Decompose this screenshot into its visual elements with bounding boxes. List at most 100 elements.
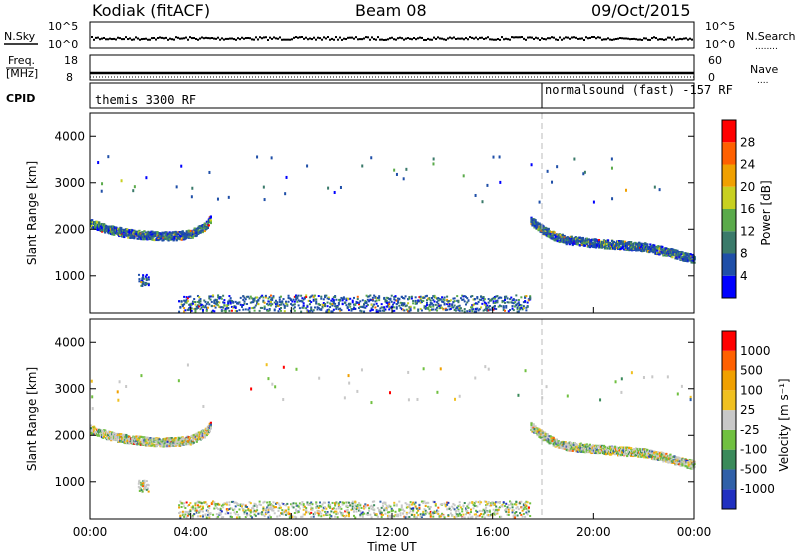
noise-sample	[111, 38, 113, 40]
data-cell	[547, 170, 549, 173]
data-cell	[527, 306, 529, 308]
data-cell	[201, 502, 203, 504]
data-cell	[463, 174, 465, 177]
noise-sample	[437, 36, 439, 38]
data-cell	[420, 298, 422, 300]
noise-sample	[261, 37, 263, 39]
noise-sample	[345, 38, 347, 40]
data-cell	[357, 296, 359, 298]
data-cell	[294, 310, 296, 312]
noise-sample	[607, 37, 609, 39]
data-cell	[233, 511, 235, 513]
noise-sample	[679, 38, 681, 40]
noise-sample	[105, 38, 107, 40]
data-cell	[593, 201, 595, 204]
noise-sample	[429, 39, 431, 41]
data-cell	[242, 504, 244, 506]
data-cell	[376, 300, 378, 302]
noise-tick-left-top: 10^5	[48, 20, 78, 33]
data-cell	[430, 306, 432, 308]
y-tick-label: 3000	[54, 176, 85, 190]
data-cell	[315, 301, 317, 303]
data-cell	[430, 299, 432, 301]
data-cell	[240, 297, 242, 299]
data-cell	[132, 189, 134, 192]
data-cell	[230, 512, 232, 514]
noise-sample	[237, 37, 239, 39]
data-cell	[407, 302, 409, 304]
data-cell	[328, 309, 330, 311]
data-cell	[178, 507, 180, 509]
data-cell	[335, 299, 337, 301]
noise-sample	[577, 38, 579, 40]
noise-sample	[253, 39, 255, 41]
data-cell	[422, 300, 424, 302]
data-cell	[596, 449, 598, 451]
data-cell	[101, 182, 103, 185]
data-cell	[207, 301, 209, 303]
data-cell	[363, 311, 365, 313]
noise-sample	[247, 37, 249, 39]
data-cell	[372, 306, 374, 308]
data-cell	[274, 309, 276, 311]
noise-sample	[483, 38, 485, 40]
data-cell	[314, 295, 316, 297]
noise-sample	[623, 37, 625, 39]
data-cell	[393, 310, 395, 312]
data-cell	[167, 441, 169, 443]
noise-sample	[419, 37, 421, 39]
data-cell	[306, 306, 308, 308]
noise-sample	[131, 39, 133, 41]
data-cell	[264, 308, 266, 310]
data-cell	[232, 302, 234, 304]
data-cell	[276, 303, 278, 305]
data-cell	[488, 302, 490, 304]
data-cell	[286, 176, 288, 179]
data-cell	[218, 301, 220, 303]
data-cell	[512, 305, 514, 307]
data-cell	[527, 302, 529, 304]
data-cell	[324, 303, 326, 305]
data-cell	[179, 306, 181, 308]
nsearch-dots: ........	[755, 42, 778, 52]
data-cell	[238, 508, 240, 510]
data-cell	[403, 309, 405, 311]
noise-sample	[489, 38, 491, 40]
data-cell	[494, 298, 496, 300]
data-cell	[171, 445, 173, 447]
data-cell	[455, 310, 457, 312]
data-cell	[454, 305, 456, 307]
data-cell	[328, 298, 330, 300]
noise-sample	[391, 37, 393, 39]
data-cell	[465, 303, 467, 305]
data-cell	[579, 445, 581, 447]
data-cell	[523, 307, 525, 309]
data-cell	[659, 188, 661, 191]
noise-sample	[515, 36, 517, 38]
data-cell	[484, 298, 486, 300]
data-cell	[156, 231, 158, 233]
data-cell	[173, 239, 175, 241]
noise-sample	[361, 38, 363, 40]
noise-sample	[465, 37, 467, 39]
data-cell	[206, 310, 208, 312]
data-cell	[324, 305, 326, 307]
noise-sample	[215, 38, 217, 40]
data-cell	[146, 444, 148, 446]
noise-sample	[167, 39, 169, 41]
data-cell	[178, 504, 180, 506]
data-cell	[510, 297, 512, 299]
data-cell	[367, 304, 369, 306]
data-cell	[216, 299, 218, 301]
noise-sample	[359, 38, 361, 40]
noise-sample	[501, 36, 503, 38]
data-cell	[480, 306, 482, 308]
data-cell	[392, 304, 394, 306]
noise-sample	[233, 38, 235, 40]
data-cell	[210, 299, 212, 301]
noise-sample	[127, 38, 129, 40]
noise-sample	[137, 38, 139, 40]
noise-sample	[185, 37, 187, 39]
data-cell	[415, 296, 417, 298]
